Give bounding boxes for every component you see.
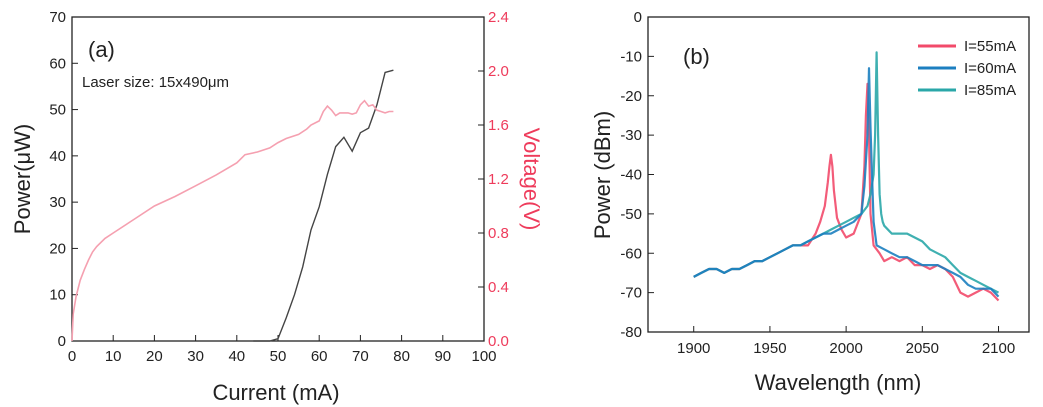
- panel-a-x-tick-label: 70: [352, 348, 369, 365]
- panel-b-series-line: [693, 51, 1000, 294]
- panel-b-y-tick-label: -70: [620, 285, 642, 302]
- panel-a-chart: 0 10 20 30 40 50 60 70 80 90 100 0 10 20 30 40 50 60 70 0…: [10, 9, 544, 405]
- panel-b-y-tick-label: 0: [634, 9, 642, 26]
- panel-b-x-tick-label: 2100: [982, 340, 1015, 357]
- panel-a-x-tick-label: 60: [311, 348, 328, 365]
- panel-b-y-tick-label: -80: [620, 324, 642, 341]
- panel-a-y2-tick-label: 0.4: [488, 279, 509, 296]
- panel-a-y-axis-label: Power(μW): [10, 124, 35, 234]
- panel-b-x-tick-label: 2050: [906, 340, 939, 357]
- panel-a-y-tick-label: 70: [49, 9, 66, 26]
- panel-b-y-tick-label: -50: [620, 206, 642, 223]
- panel-a-y-tick-label: 60: [49, 55, 66, 72]
- panel-a-x-tick-label: 100: [471, 348, 496, 365]
- panel-a-plot-frame: [71, 16, 485, 342]
- panel-a-y-tick-label: 20: [49, 240, 66, 257]
- panel-b-y-tick-label: -20: [620, 88, 642, 105]
- panel-a-y2-ticks: 0.0 0.4 0.8 1.2 1.6 2.0 2.4: [478, 9, 509, 350]
- panel-a-power-line: [253, 69, 394, 342]
- panel-b-y-ticks: 0 -10 -20 -30 -40 -50 -60 -70 -80: [620, 9, 654, 341]
- panel-a-x-ticks: 0 10 20 30 40 50 60 70 80 90 100: [68, 335, 497, 365]
- panel-a-x-tick-label: 40: [228, 348, 245, 365]
- panel-b-y-tick-label: -10: [620, 48, 642, 65]
- panel-a-label: (a): [88, 37, 115, 62]
- panel-a-x-tick-label: 0: [68, 348, 76, 365]
- panel-b-chart: 1900 1950 2000 2050 2100 0 -10 -20 -30 -40 -50 -60…: [590, 9, 1030, 395]
- panel-a-y2-tick-label: 1.6: [488, 117, 509, 134]
- panel-b-x-ticks: 1900 1950 2000 2050 2100: [677, 326, 1015, 357]
- panel-a-y-tick-label: 30: [49, 194, 66, 211]
- panel-a-y-ticks: 0 10 20 30 40 50 60 70: [49, 9, 78, 350]
- panel-a-voltage-line: [71, 99, 394, 342]
- panel-b-x-tick-label: 1950: [753, 340, 786, 357]
- panel-a-x-axis-label: Current (mA): [212, 380, 339, 405]
- panel-b-legend: I=55mA I=60mA I=85mA: [918, 38, 1016, 99]
- panel-b-series: [693, 51, 1000, 302]
- panel-a-annotation: Laser size: 15x490μm: [82, 74, 229, 91]
- panel-b-legend-entry: I=85mA: [964, 82, 1016, 99]
- panel-b-x-tick-label: 2000: [829, 340, 862, 357]
- panel-b-y-tick-label: -60: [620, 245, 642, 262]
- panel-b-x-axis-label: Wavelength (nm): [755, 370, 922, 395]
- panel-a-y-tick-label: 40: [49, 148, 66, 165]
- panel-b-y-tick-label: -30: [620, 127, 642, 144]
- panel-a-y2-tick-label: 0.8: [488, 225, 509, 242]
- panel-a-y-tick-label: 50: [49, 102, 66, 119]
- panel-a-x-tick-label: 30: [187, 348, 204, 365]
- panel-a-y2-axis-label: Voltage(V): [519, 128, 544, 231]
- panel-a-x-tick-label: 20: [146, 348, 163, 365]
- panel-a-y2-tick-label: 0.0: [488, 333, 509, 350]
- panel-a-y2-tick-label: 1.2: [488, 171, 509, 188]
- panel-b-label: (b): [683, 44, 710, 69]
- panel-a-x-tick-label: 90: [434, 348, 451, 365]
- panel-b-y-tick-label: -40: [620, 167, 642, 184]
- panel-a-x-tick-label: 10: [105, 348, 122, 365]
- panel-a-y2-tick-label: 2.0: [488, 63, 509, 80]
- panel-a-x-tick-label: 80: [393, 348, 410, 365]
- panel-b-series-line: [693, 67, 1000, 298]
- panel-b-y-axis-label: Power (dBm): [590, 111, 615, 239]
- panel-a-y-tick-label: 0: [58, 333, 66, 350]
- panel-a-y2-tick-label: 2.4: [488, 9, 509, 26]
- panel-b-legend-entry: I=60mA: [964, 60, 1016, 77]
- panel-a-y-tick-label: 10: [49, 287, 66, 304]
- panel-a-x-tick-label: 50: [270, 348, 287, 365]
- panel-b-x-tick-label: 1900: [677, 340, 710, 357]
- panel-b-legend-entry: I=55mA: [964, 38, 1016, 55]
